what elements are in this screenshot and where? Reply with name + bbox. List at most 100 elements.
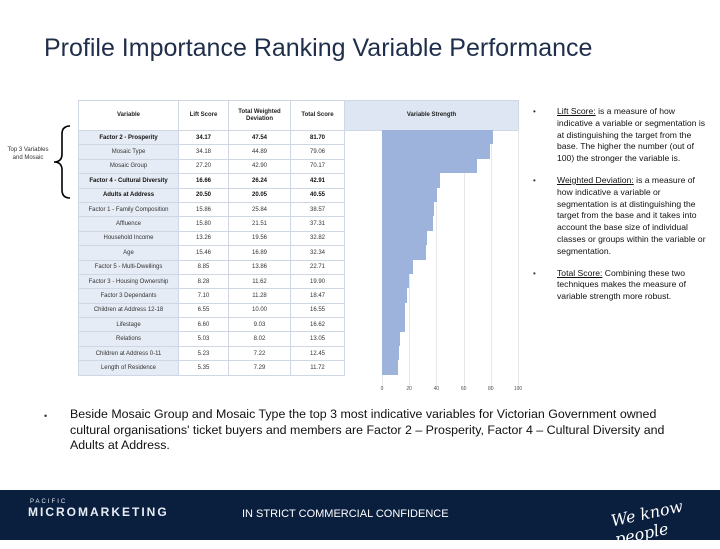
summary-text: Beside Mosaic Group and Mosaic Type the … [70,407,665,452]
weighted-deviation-cell: 42.90 [228,158,291,175]
strength-bar [382,202,435,217]
strength-bar [382,274,410,289]
strength-bar [382,288,408,303]
total-score-cell: 16.55 [290,302,345,319]
weighted-deviation-cell: 47.54 [228,129,291,146]
variable-cell: Mosaic Group [78,158,179,175]
summary-bullet: • Beside Mosaic Group and Mosaic Type th… [44,407,684,454]
definition-text: is a measure of how indicative a variabl… [557,174,706,256]
table-row: Mosaic Group 27.20 42.90 70.17 [78,158,519,175]
axis-tick-label: 20 [406,386,412,392]
bullet-icon: • [44,411,48,421]
variable-cell: Relations [78,331,179,347]
gridline [518,130,519,390]
table-row: Length of Residence 5.35 7.29 11.72 [78,360,519,376]
definition-term: Lift Score: [557,106,596,116]
variable-cell: Household Income [78,230,179,247]
company-logo: PACIFIC MICROMARKETING [28,499,169,519]
weighted-deviation-cell: 10.00 [228,302,291,319]
lift-score-cell: 5.23 [178,345,229,362]
variable-cell: Lifestage [78,317,179,333]
total-score-cell: 22.71 [290,259,345,275]
weighted-deviation-cell: 44.89 [228,144,291,160]
total-score-cell: 32.34 [290,245,345,261]
variable-cell: Mosaic Type [78,144,179,160]
lift-score-cell: 34.18 [178,144,229,160]
confidentiality-notice: IN STRICT COMMERCIAL CONFIDENCE [242,508,449,520]
variable-cell: Length of Residence [78,360,179,376]
total-score-cell: 79.06 [290,144,345,160]
variable-strength-axis: 0 20 40 60 80 100 [380,386,523,396]
lift-score-cell: 20.50 [178,187,229,203]
lift-score-cell: 5.03 [178,331,229,347]
axis-tick-label: 40 [433,386,440,392]
total-score-cell: 32.82 [290,230,345,247]
header-variable-strength: Variable Strength [344,100,519,131]
strength-bar [382,144,490,159]
lift-score-cell: 15.86 [178,201,229,218]
axis-tick-label: 0 [380,386,384,392]
strength-bar [382,158,478,174]
strength-bar [382,216,433,231]
definitions-list: • Lift Score: is a measure of how indica… [533,106,708,313]
weighted-deviation-cell: 7.22 [228,345,291,362]
logo-main-text: MICROMARKETING [28,505,169,519]
lift-score-cell: 5.35 [178,360,229,376]
gridline [436,130,438,390]
gridline [490,130,492,390]
definition-weighted-deviation: • Weighted Deviation: is a measure of ho… [533,175,708,258]
strength-bar [382,317,405,332]
lift-score-cell: 8.85 [178,259,229,275]
total-score-cell: 16.62 [290,317,345,333]
strength-bar [382,302,405,318]
weighted-deviation-cell: 11.62 [228,273,291,290]
definition-text: is a measure of how indicative a variabl… [557,106,706,164]
variable-cell: Factor 2 - Prosperity [78,129,179,146]
strength-bar [382,346,399,361]
lift-score-cell: 27.20 [178,158,229,175]
bullet-icon: • [533,268,536,278]
table-row: Household Income 13.26 19.56 32.82 [78,230,519,247]
total-score-cell: 81.70 [290,129,345,146]
table-row: Affluence 15.80 21.51 37.31 [78,216,519,232]
total-score-cell: 12.45 [290,345,345,362]
total-score-cell: 38.57 [290,201,345,218]
footer-bar: PACIFIC MICROMARKETING IN STRICT COMMERC… [0,490,720,549]
strength-bar [382,331,400,346]
axis-tick-label: 60 [460,386,467,392]
variable-cell: Factor 3 - Housing Ownership [78,273,179,290]
total-score-cell: 13.05 [290,331,345,347]
strength-bar [382,187,438,202]
weighted-deviation-cell: 25.84 [228,201,291,218]
weighted-deviation-cell: 8.02 [228,331,291,347]
lift-score-cell: 15.80 [178,216,229,232]
header-lift-score: Lift Score [178,100,229,131]
weighted-deviation-cell: 16.89 [228,245,291,261]
logo-top-text: PACIFIC [30,499,68,505]
definition-term: Weighted Deviation: [557,174,634,185]
variable-cell: Factor 5 - Multi-Dwellings [78,259,179,275]
weighted-deviation-cell: 20.05 [228,187,291,203]
strength-bar [382,230,427,246]
variable-cell: Children at Address 0-11 [78,345,179,362]
table-row: Children at Address 12-18 6.55 10.00 16.55 [78,302,519,319]
weighted-deviation-cell: 21.51 [228,216,291,232]
lift-score-cell: 6.55 [178,302,229,319]
total-score-cell: 11.72 [290,360,345,376]
header-total-score: Total Score [290,100,345,131]
weighted-deviation-cell: 19.56 [228,230,291,247]
strength-bar [382,259,413,274]
variable-cell: Factor 4 - Cultural Diversity [78,173,179,189]
total-score-cell: 18.47 [290,288,345,304]
strength-bar [382,173,441,188]
header-total-weighted-deviation: Total Weighted Deviation [228,100,291,131]
weighted-deviation-cell: 13.86 [228,259,291,275]
table-row: Relations 5.03 8.02 13.05 [78,331,519,347]
variable-cell: Factor 1 - Family Composition [78,201,179,218]
curly-brace-icon [53,125,71,199]
header-variable: Variable [78,100,179,131]
strength-bar [382,360,398,375]
bullet-icon: • [533,175,536,185]
variable-cell: Children at Address 12-18 [78,302,179,319]
lift-score-cell: 8.28 [178,273,229,290]
